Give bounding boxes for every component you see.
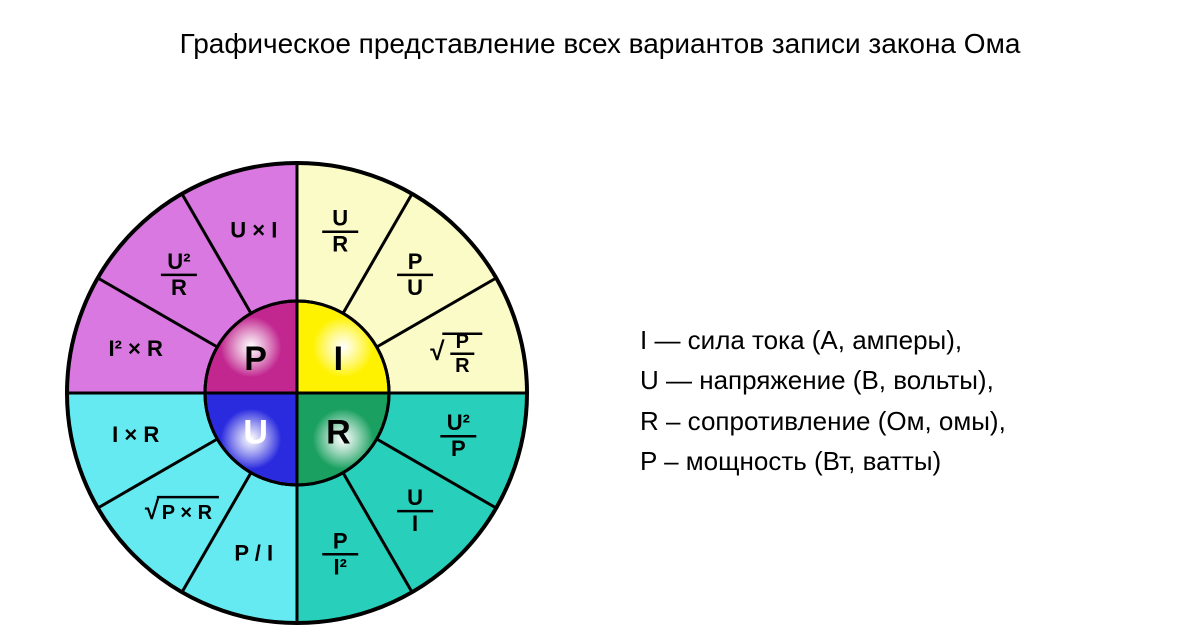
svg-text:P / I: P / I xyxy=(234,540,273,565)
svg-text:U²: U² xyxy=(447,410,470,435)
svg-text:P: P xyxy=(333,528,348,553)
svg-text:R: R xyxy=(455,355,470,377)
svg-text:P: P xyxy=(408,249,423,274)
svg-text:I × R: I × R xyxy=(112,422,159,447)
svg-text:√: √ xyxy=(430,336,445,366)
legend: I — сила тока (А, амперы), U — напряжени… xyxy=(640,320,1006,481)
svg-text:√: √ xyxy=(145,495,160,525)
svg-text:R: R xyxy=(171,275,187,300)
svg-text:R: R xyxy=(326,414,351,452)
svg-text:U: U xyxy=(407,485,423,510)
svg-text:I²: I² xyxy=(333,554,346,579)
svg-text:P × R: P × R xyxy=(162,502,213,524)
legend-R: R – сопротивление (Ом, омы), xyxy=(640,401,1006,441)
svg-text:I: I xyxy=(412,511,418,536)
ohms-law-wheel: PIURURPU√PRU²PUIPI²P / I√P × RI × RI² × … xyxy=(62,158,532,628)
svg-text:P: P xyxy=(456,331,469,353)
legend-U: U — напряжение (В, вольты), xyxy=(640,360,1006,400)
svg-text:I: I xyxy=(334,340,343,378)
svg-text:P: P xyxy=(451,436,466,461)
legend-P: P – мощность (Вт, ватты) xyxy=(640,441,1006,481)
page-title: Графическое представление всех вариантов… xyxy=(0,28,1200,60)
svg-text:I² × R: I² × R xyxy=(108,336,163,361)
svg-text:R: R xyxy=(332,232,348,257)
svg-text:U: U xyxy=(243,414,268,452)
svg-text:P: P xyxy=(244,340,267,378)
svg-text:U: U xyxy=(332,206,348,231)
svg-text:U × I: U × I xyxy=(230,218,277,243)
svg-text:U: U xyxy=(407,275,423,300)
legend-I: I — сила тока (А, амперы), xyxy=(640,320,1006,360)
svg-text:U²: U² xyxy=(167,249,190,274)
